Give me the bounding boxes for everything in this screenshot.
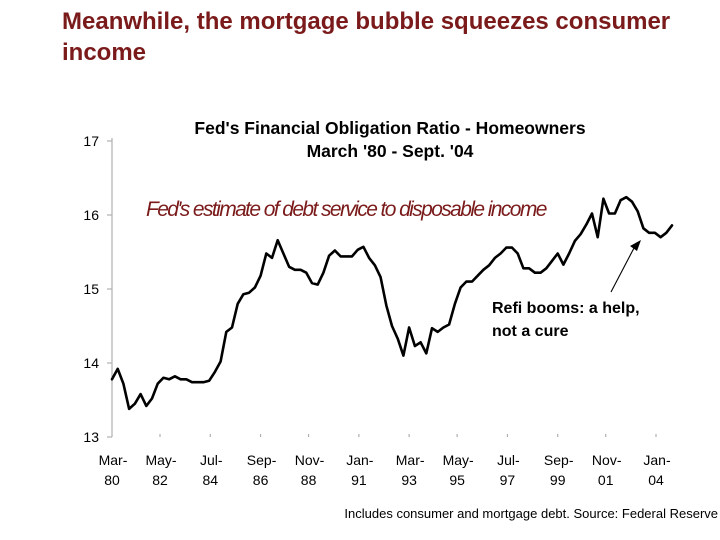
refi-callout: Refi booms: a help, not a cure <box>492 297 642 343</box>
x-tick-label-top-7: May- <box>443 452 474 468</box>
refi-callout-text: Refi booms: a help, not a cure <box>492 300 640 340</box>
x-tick-label-top-5: Jan- <box>346 452 374 468</box>
y-tick-label-13: 13 <box>83 429 99 445</box>
x-tick-label-bottom-10: 01 <box>598 472 614 488</box>
x-tick-label-bottom-11: 04 <box>648 472 664 488</box>
y-tick-label-17: 17 <box>83 133 99 149</box>
source-footnote: Includes consumer and mortgage debt. Sou… <box>344 506 718 521</box>
x-tick-label-bottom-4: 88 <box>301 472 317 488</box>
x-tick-label-top-4: Nov- <box>295 452 325 468</box>
series-line-obligation-ratio <box>110 195 674 411</box>
x-tick-label-top-2: Jul- <box>200 452 223 468</box>
slide-title: Meanwhile, the mortgage bubble squeezes … <box>62 8 671 66</box>
x-tick-label-top-0: Mar- <box>99 452 128 468</box>
y-axis-ticks: 13 14 15 16 17 <box>83 133 112 445</box>
x-tick-label-top-6: Mar- <box>396 452 425 468</box>
y-tick-label-15: 15 <box>83 281 99 297</box>
x-tick-label-bottom-0: 80 <box>104 472 120 488</box>
x-tick-label-bottom-6: 93 <box>401 472 417 488</box>
x-tick-label-top-10: Nov- <box>592 452 622 468</box>
callout-arrow-head <box>630 240 641 251</box>
chart-title-main: Fed's Financial Obligation Ratio - Homeo… <box>194 118 586 138</box>
callout-arrow-line <box>610 247 635 293</box>
x-tick-label-top-9: Sep- <box>544 452 574 468</box>
callout-arrow <box>610 240 641 293</box>
x-tick-label-top-11: Jan- <box>643 452 671 468</box>
y-tick-label-16: 16 <box>83 207 99 223</box>
y-tick-label-14: 14 <box>83 355 99 371</box>
x-tick-label-bottom-7: 95 <box>449 472 465 488</box>
x-tick-label-bottom-5: 91 <box>351 472 367 488</box>
x-tick-label-top-3: Sep- <box>247 452 277 468</box>
chart-subtitle: March '80 - Sept. '04 <box>306 141 474 161</box>
x-tick-label-bottom-9: 99 <box>550 472 566 488</box>
x-tick-label-bottom-2: 84 <box>202 472 218 488</box>
x-tick-label-top-1: May- <box>145 452 176 468</box>
x-tick-label-bottom-8: 97 <box>500 472 516 488</box>
x-tick-label-bottom-3: 86 <box>253 472 269 488</box>
chart-annotation: Fed's estimate of debt service to dispos… <box>146 198 547 221</box>
x-tick-label-bottom-1: 82 <box>152 472 168 488</box>
chart-title: Fed's Financial Obligation Ratio - Homeo… <box>120 117 660 163</box>
x-axis-ticks: Mar- 80 May- 82 Jul- 84 Sep- 86 Nov- 88 Jan- 91 Mar-… <box>99 434 671 488</box>
x-tick-label-top-8: Jul- <box>497 452 520 468</box>
